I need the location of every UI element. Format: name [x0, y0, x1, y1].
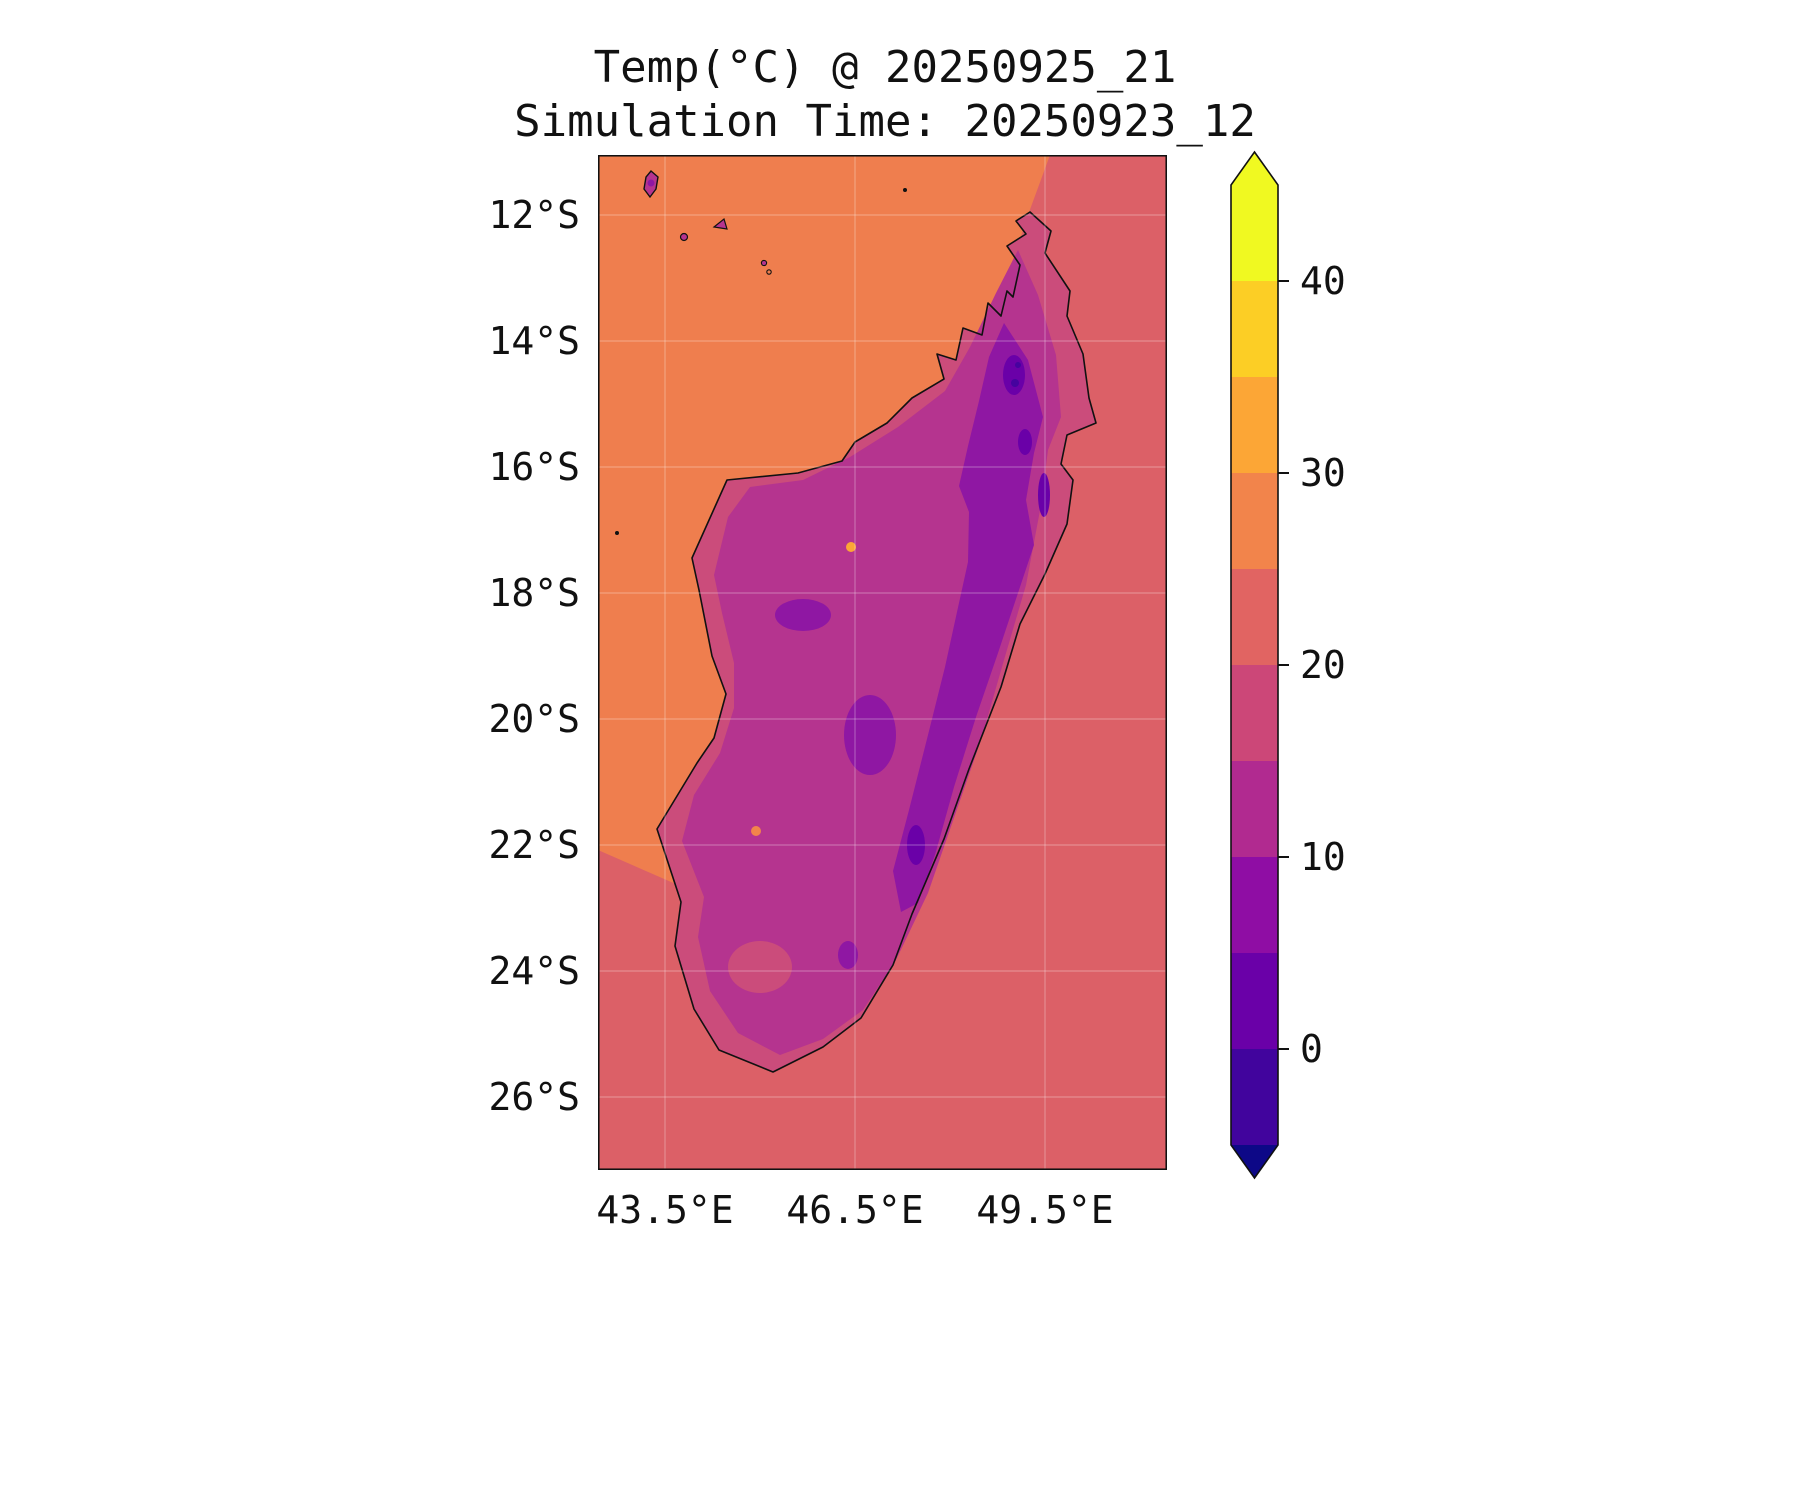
colorbar-extend-over-arrow — [1231, 152, 1278, 185]
cold-pocket-south-spine — [907, 825, 925, 865]
lon-tick-46-5e: 46.5°E — [786, 1188, 924, 1232]
colorbar-tick-10: 10 — [1300, 835, 1346, 879]
lat-tick-26s: 26°S — [488, 1075, 580, 1119]
colorbar-band-35-40 — [1231, 281, 1278, 377]
colorbar-tick-marks — [1278, 280, 1289, 1050]
south-lowland-pocket — [728, 941, 792, 993]
highland-patch-west — [775, 599, 831, 631]
lat-tick-12s: 12°S — [488, 193, 580, 237]
lat-tick-18s: 18°S — [488, 571, 580, 615]
coldest-spot-2 — [1015, 362, 1021, 368]
colorbar-band-neg5-0 — [1231, 1049, 1278, 1145]
plot-frame — [598, 155, 1167, 1170]
figure-subtitle: Simulation Time: 20250923_12 — [514, 96, 1256, 147]
highland-spine-region — [893, 323, 1043, 912]
island-grande-comore-peak — [647, 179, 655, 187]
colorbar-band-30-35 — [1231, 377, 1278, 473]
cold-pocket-east-streak — [1038, 473, 1050, 517]
colorbar-band-0-5 — [1231, 953, 1278, 1049]
colorbar-tick-30: 30 — [1300, 451, 1346, 495]
madagascar-coastline — [656, 211, 1097, 1073]
colorbar-band-25-30 — [1231, 473, 1278, 569]
highland-patch-south — [838, 941, 858, 969]
islet-dot-west — [615, 531, 619, 535]
cold-pocket-ne-2 — [1018, 429, 1032, 455]
colorbar-extend-under-arrow — [1231, 1145, 1278, 1178]
lon-tick-49-5e: 49.5°E — [976, 1188, 1114, 1232]
colorbar-outline — [1230, 150, 1279, 1180]
island-moheli — [679, 232, 689, 242]
coldest-spot — [1011, 379, 1019, 387]
lat-tick-14s: 14°S — [488, 319, 580, 363]
lat-tick-24s: 24°S — [488, 949, 580, 993]
island-mayotte-2 — [766, 269, 772, 275]
colorbar-tick-0: 0 — [1300, 1027, 1323, 1071]
lat-tick-16s: 16°S — [488, 445, 580, 489]
island-mayotte-1 — [760, 259, 768, 267]
colorbar — [1230, 150, 1289, 1180]
cold-pocket-ne-1 — [1003, 355, 1025, 395]
colorbar-band-40-45 — [1231, 185, 1278, 281]
colorbar-band-20-25 — [1231, 569, 1278, 665]
lat-tick-20s: 20°S — [488, 697, 580, 741]
map-plot — [598, 155, 1167, 1170]
colorbar-band-5-10 — [1231, 857, 1278, 953]
warm-spot-west — [751, 826, 761, 836]
warm-spot-central — [846, 542, 856, 552]
graticule-gridlines — [598, 155, 1167, 1170]
colorbar-tick-20: 20 — [1300, 643, 1346, 687]
islet-dot-north — [903, 188, 907, 192]
lat-tick-22s: 22°S — [488, 823, 580, 867]
colorbar-tick-40: 40 — [1300, 259, 1346, 303]
small-islands-northwest — [615, 170, 907, 535]
island-anjouan — [712, 217, 728, 230]
highland-patch-central — [844, 695, 896, 775]
colorbar-band-15-20 — [1231, 665, 1278, 761]
lon-tick-43-5e: 43.5°E — [596, 1188, 734, 1232]
figure-title: Temp(°C) @ 20250925_21 — [593, 42, 1177, 93]
madagascar-plateau-region — [682, 250, 1061, 1055]
colorbar-band-10-15 — [1231, 761, 1278, 857]
